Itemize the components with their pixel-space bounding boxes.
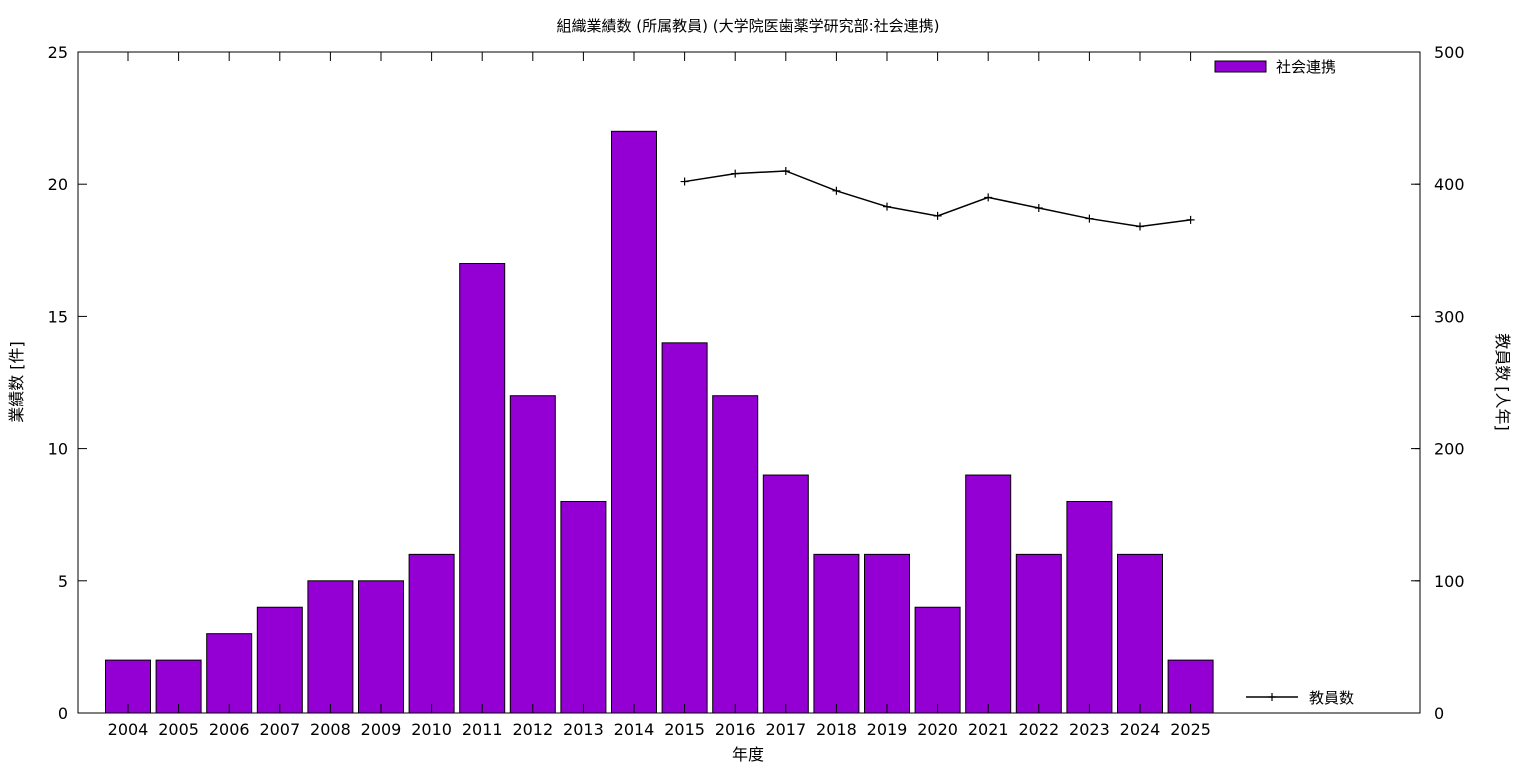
bar-2025 (1167, 659, 1214, 714)
bar-2013 (560, 500, 607, 714)
y2-tick-label-400: 400 (1434, 175, 1465, 194)
legend-marker-line (1268, 693, 1276, 701)
point-2024 (1136, 222, 1144, 231)
x-tick-label-2025: 2025 (1170, 720, 1211, 739)
point-2016 (731, 169, 740, 178)
y2-tick-label-0: 0 (1434, 704, 1444, 723)
bar-2022 (1015, 553, 1062, 714)
bar-2015 (661, 342, 708, 714)
x-tick-label-2009: 2009 (361, 720, 402, 739)
y-tick-label-15: 15 (48, 307, 68, 326)
bar-2014 (611, 130, 657, 714)
point-2020 (933, 211, 942, 220)
bar-2017 (762, 474, 809, 714)
point-2022 (1034, 203, 1043, 212)
point-2017 (781, 166, 790, 175)
point-2019 (883, 202, 891, 211)
y2-tick-label-200: 200 (1434, 440, 1465, 459)
x-tick-label-2005: 2005 (158, 720, 199, 739)
bar-2016 (712, 395, 759, 714)
x-tick-label-2018: 2018 (816, 720, 857, 739)
x-tick-label-2019: 2019 (867, 720, 908, 739)
x-tick-label-2013: 2013 (563, 720, 604, 739)
plot-frame (77, 51, 1421, 714)
x-tick-label-2021: 2021 (968, 720, 1009, 739)
x-tick-label-2016: 2016 (715, 720, 756, 739)
x-tick-label-2015: 2015 (664, 720, 705, 739)
x-tick-label-2014: 2014 (614, 720, 655, 739)
x-axis-title: 年度 (732, 745, 764, 764)
x-tick-label-2023: 2023 (1069, 720, 1110, 739)
x-tick-label-2020: 2020 (917, 720, 958, 739)
bar-2021 (965, 474, 1012, 714)
bar-2009 (358, 580, 404, 714)
bar-2011 (459, 263, 506, 714)
x-tick-label-2008: 2008 (310, 720, 351, 739)
bar-2018 (813, 553, 860, 714)
x-tick-label-2011: 2011 (462, 720, 503, 739)
point-2023 (1085, 214, 1094, 223)
y-tick-label-5: 5 (58, 572, 68, 591)
bar-2012 (509, 395, 556, 714)
x-tick-label-2022: 2022 (1018, 720, 1059, 739)
bar-2010 (408, 553, 455, 714)
bar-2024 (1117, 553, 1163, 714)
y-tick-label-25: 25 (48, 43, 68, 62)
y-tick-label-20: 20 (48, 175, 68, 194)
point-2021 (984, 193, 993, 202)
legend-label-bar: 社会連携 (1276, 58, 1336, 76)
bar-2020 (914, 606, 961, 714)
bar-2023 (1066, 500, 1113, 714)
bar-2019 (864, 553, 910, 714)
y-axis-title: 業績数 [件] (7, 341, 26, 423)
y-tick-label-0: 0 (58, 704, 68, 723)
x-tick-label-2006: 2006 (209, 720, 250, 739)
y2-tick-label-500: 500 (1434, 43, 1465, 62)
legend-label-line: 教員数 (1309, 689, 1354, 707)
bar-2008 (307, 580, 354, 714)
x-tick-label-2024: 2024 (1120, 720, 1161, 739)
x-tick-label-2017: 2017 (765, 720, 806, 739)
bar-2007 (256, 606, 303, 714)
point-2015 (680, 177, 689, 186)
point-2018 (832, 186, 841, 195)
x-tick-label-2004: 2004 (108, 720, 149, 739)
y2-tick-label-100: 100 (1434, 572, 1465, 591)
point-2025 (1186, 215, 1195, 224)
x-tick-label-2010: 2010 (411, 720, 452, 739)
y-tick-label-10: 10 (48, 440, 68, 459)
y2-axis-title: 教員数 [人年] (1493, 333, 1512, 431)
x-tick-label-2007: 2007 (259, 720, 300, 739)
chart-title: 組織業績数 (所属教員) (大学院医歯薬学研究部:社会連携) (556, 17, 939, 35)
legend-swatch-bar (1214, 60, 1267, 73)
bar-2006 (206, 633, 253, 714)
x-tick-label-2012: 2012 (512, 720, 553, 739)
y2-tick-label-300: 300 (1434, 307, 1465, 326)
